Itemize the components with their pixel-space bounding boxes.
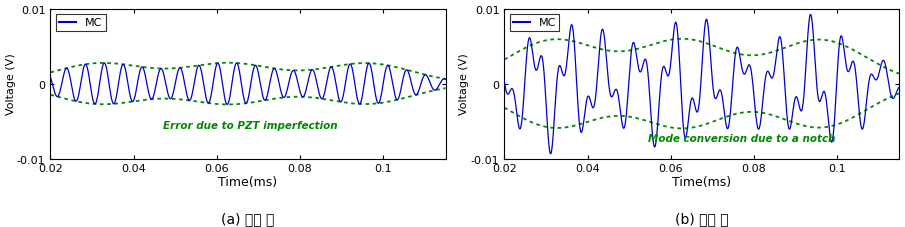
- Text: Mode conversion due to a notch: Mode conversion due to a notch: [648, 133, 835, 143]
- Legend: MC: MC: [56, 15, 106, 32]
- X-axis label: Time(ms): Time(ms): [672, 175, 731, 188]
- Text: (a) 손상 전: (a) 손상 전: [222, 211, 275, 225]
- X-axis label: Time(ms): Time(ms): [218, 175, 278, 188]
- Text: Error due to PZT imperfection: Error due to PZT imperfection: [163, 120, 338, 130]
- Text: (b) 손상 후: (b) 손상 후: [675, 211, 729, 225]
- Legend: MC: MC: [510, 15, 559, 32]
- Y-axis label: Voltage (V): Voltage (V): [5, 54, 15, 115]
- Y-axis label: Voltage (V): Voltage (V): [460, 54, 470, 115]
